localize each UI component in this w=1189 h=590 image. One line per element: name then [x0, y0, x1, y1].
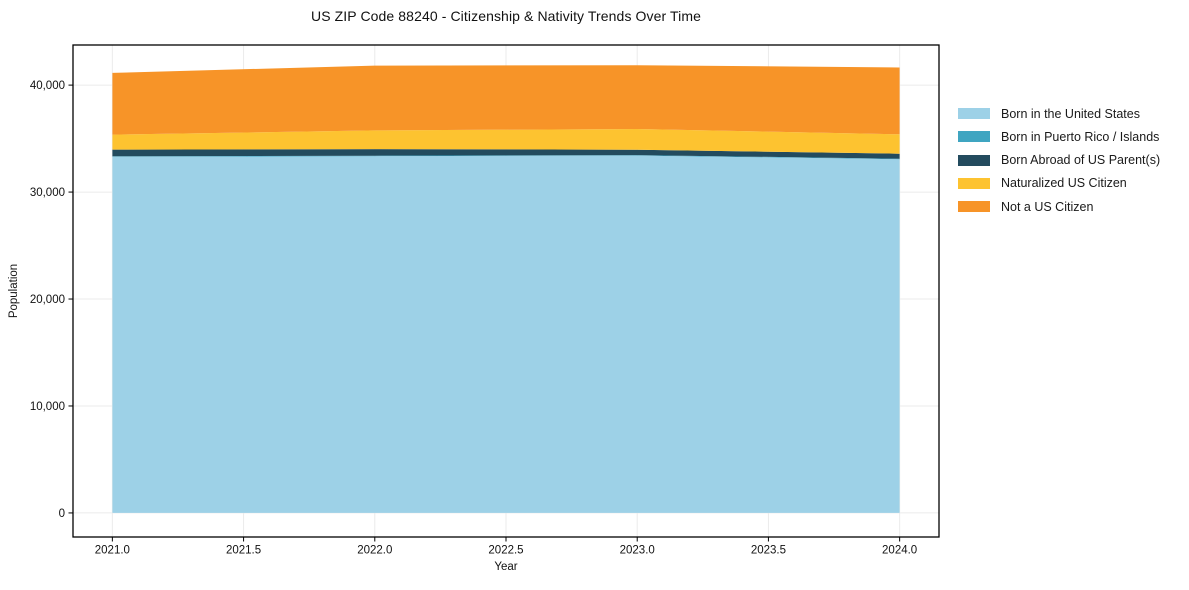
- legend: Born in the United States Born in Puerto…: [958, 105, 1160, 221]
- y-tick-label: 10,000: [30, 401, 65, 413]
- legend-swatch-not-citizen: [958, 201, 990, 213]
- x-tick-label: 2024.0: [882, 545, 917, 557]
- x-tick-label: 2022.5: [488, 545, 523, 557]
- legend-label-born-us: Born in the United States: [1001, 106, 1140, 121]
- y-tick-label: 20,000: [30, 294, 65, 306]
- legend-label-born-abroad: Born Abroad of US Parent(s): [1001, 153, 1161, 168]
- x-axis-label: Year: [494, 561, 518, 573]
- legend-item-not-citizen: Not a US Citizen: [958, 198, 1160, 215]
- area-series: [112, 65, 900, 135]
- legend-swatch-naturalized: [958, 177, 990, 189]
- y-axis-label: Population: [8, 263, 20, 319]
- legend-item-born-us: Born in the United States: [958, 105, 1160, 122]
- legend-label-born-pr: Born in Puerto Rico / Islands: [1001, 129, 1160, 144]
- legend-item-naturalized: Naturalized US Citizen: [958, 175, 1160, 192]
- y-tick-label: 0: [59, 508, 65, 520]
- x-tick-label: 2023.0: [620, 545, 655, 557]
- x-tick-label: 2022.0: [357, 545, 392, 557]
- y-tick-label: 30,000: [30, 187, 65, 199]
- legend-swatch-born-us: [958, 108, 990, 119]
- legend-swatch-born-pr: [958, 131, 990, 143]
- chart-title: US ZIP Code 88240 - Citizenship & Nativi…: [310, 8, 702, 24]
- area-series: [112, 155, 900, 160]
- x-tick-label: 2021.5: [226, 545, 261, 557]
- x-tick-label: 2023.5: [751, 545, 786, 557]
- y-tick-label: 40,000: [30, 80, 65, 92]
- area-series: [112, 129, 900, 154]
- legend-label-not-citizen: Not a US Citizen: [1001, 199, 1094, 214]
- legend-swatch-born-abroad: [958, 154, 990, 166]
- x-tick-label: 2021.0: [95, 545, 130, 557]
- area-series: [112, 155, 900, 513]
- legend-label-naturalized: Naturalized US Citizen: [1001, 176, 1127, 191]
- legend-item-born-abroad: Born Abroad of US Parent(s): [958, 152, 1160, 169]
- area-series: [112, 149, 900, 159]
- legend-item-born-pr: Born in Puerto Rico / Islands: [958, 128, 1160, 145]
